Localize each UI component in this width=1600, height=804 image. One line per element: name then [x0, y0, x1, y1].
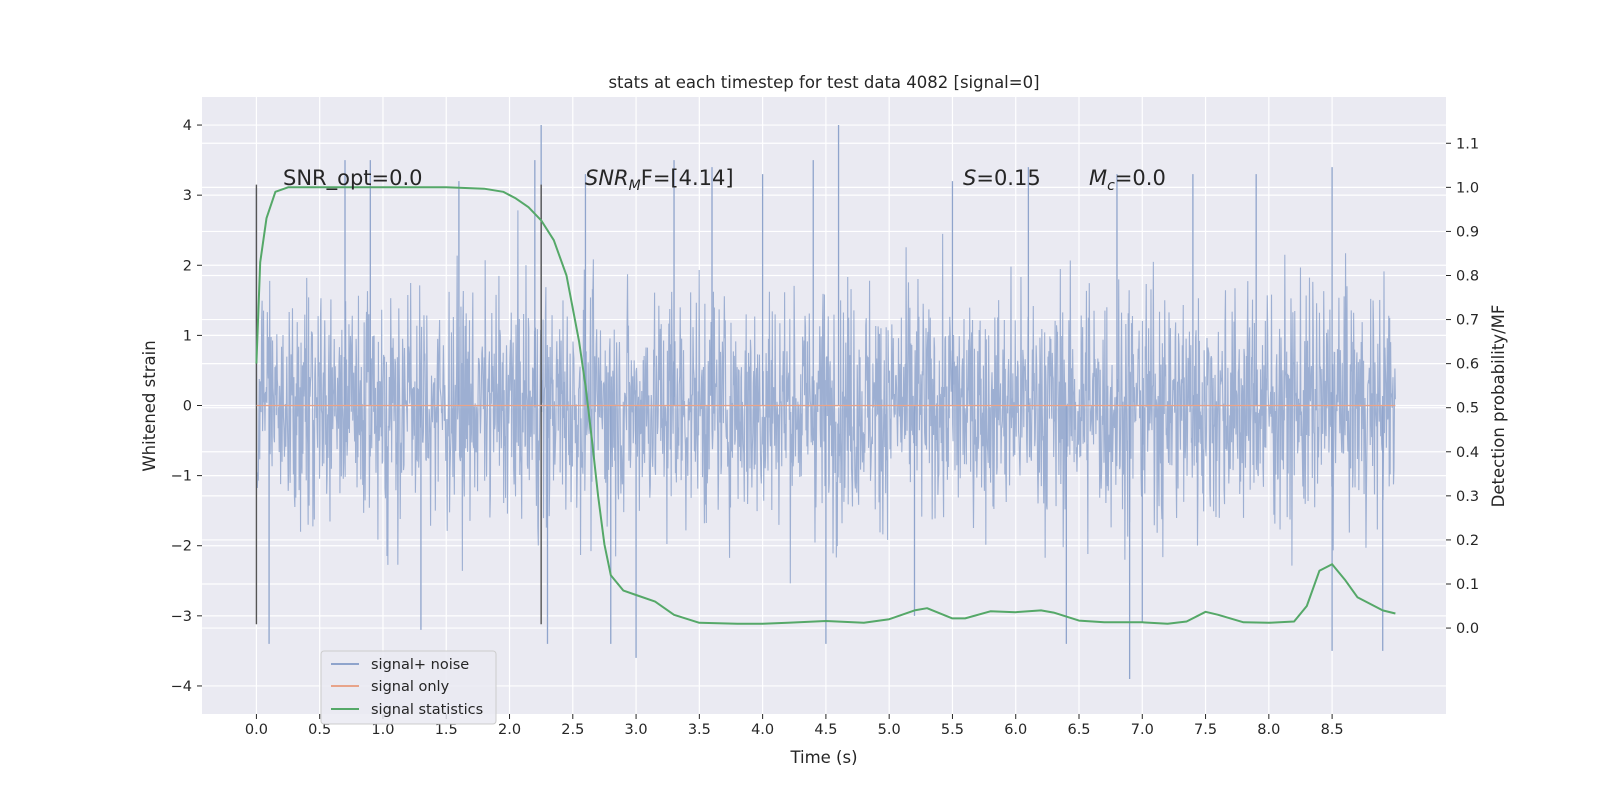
x-tick-label: 1.0 [371, 722, 394, 738]
x-tick-label: 2.0 [498, 722, 521, 738]
x-tick-label: 5.5 [941, 722, 964, 738]
signal-statistics-line [255, 186, 1396, 625]
x-tick-label: 7.0 [1131, 722, 1154, 738]
x-tick-label: 5.0 [878, 722, 901, 738]
x-tick-label: 7.5 [1194, 722, 1217, 738]
x-axis-label: Time (s) [789, 748, 857, 767]
y-tick-label-right: 1.0 [1456, 180, 1479, 196]
y-tick-label-left: −1 [171, 469, 192, 485]
chart-title: stats at each timestep for test data 408… [608, 73, 1039, 92]
x-tick-label: 6.5 [1067, 722, 1090, 738]
y-tick-label-right: 0.1 [1456, 577, 1479, 593]
y-tick-label-right: 0.6 [1456, 357, 1479, 373]
signal-statistics-series [255, 186, 1396, 625]
vertical-markers [255, 184, 542, 625]
annotation-s: S=0.15 [963, 166, 1041, 190]
x-tick-label: 0.0 [245, 722, 268, 738]
x-tick-label: 2.5 [561, 722, 584, 738]
y-tick-label-right: 0.9 [1456, 224, 1479, 240]
x-tick-label: 0.5 [308, 722, 331, 738]
x-tick-label: 3.5 [688, 722, 711, 738]
y-tick-label-right: 0.7 [1456, 313, 1479, 329]
legend-label-signal: signal only [371, 679, 450, 695]
x-tick-label: 8.5 [1321, 722, 1344, 738]
y-tick-label-right: 0.8 [1456, 268, 1479, 284]
annotation-snr-mf: SNRMF=[4.14] [585, 166, 734, 194]
legend-box [320, 650, 497, 725]
legend-label-statistics: signal statistics [371, 702, 483, 718]
x-tick-label: 4.5 [814, 722, 837, 738]
y-axis-label-left: Whitened strain [140, 340, 159, 471]
y-tick-label-left: 2 [183, 258, 192, 274]
y-tick-label-right: 0.0 [1456, 621, 1479, 637]
y-tick-label-right: 0.4 [1456, 445, 1479, 461]
y-tick-label-left: 4 [183, 118, 192, 134]
y-tick-label-right: 1.1 [1456, 136, 1479, 152]
y-tick-label-left: 1 [183, 328, 192, 344]
x-tick-label: 1.5 [435, 722, 458, 738]
x-tick-label: 3.0 [625, 722, 648, 738]
annotation-mc: Mc=0.0 [1089, 166, 1166, 194]
x-tick-label: 8.0 [1257, 722, 1280, 738]
annotation-snr-opt: SNR_opt=0.0 [283, 166, 423, 191]
ticks: 0.0 0.5 1.0 1.5 2.0 2.5 3.0 3.5 4.0 4.5 5.0 5.5 6.0 6… [171, 118, 1479, 738]
legend-label-noise: signal+ noise [371, 657, 469, 673]
legend: signal+ noise signal only signal statist… [320, 650, 497, 725]
y-tick-label-right: 0.3 [1456, 489, 1479, 505]
y-tick-label-right: 0.5 [1456, 401, 1479, 417]
x-tick-label: 4.0 [751, 722, 774, 738]
x-tick-label: 6.0 [1004, 722, 1027, 738]
y-tick-label-left: −2 [171, 539, 192, 555]
y-tick-label-left: −3 [171, 609, 192, 625]
y-tick-label-right: 0.2 [1456, 533, 1479, 549]
y-axis-label-right: Detection probability/MF [1489, 305, 1508, 508]
y-tick-label-left: −4 [171, 679, 192, 695]
y-tick-label-left: 3 [183, 188, 192, 204]
y-tick-label-left: 0 [183, 399, 192, 415]
